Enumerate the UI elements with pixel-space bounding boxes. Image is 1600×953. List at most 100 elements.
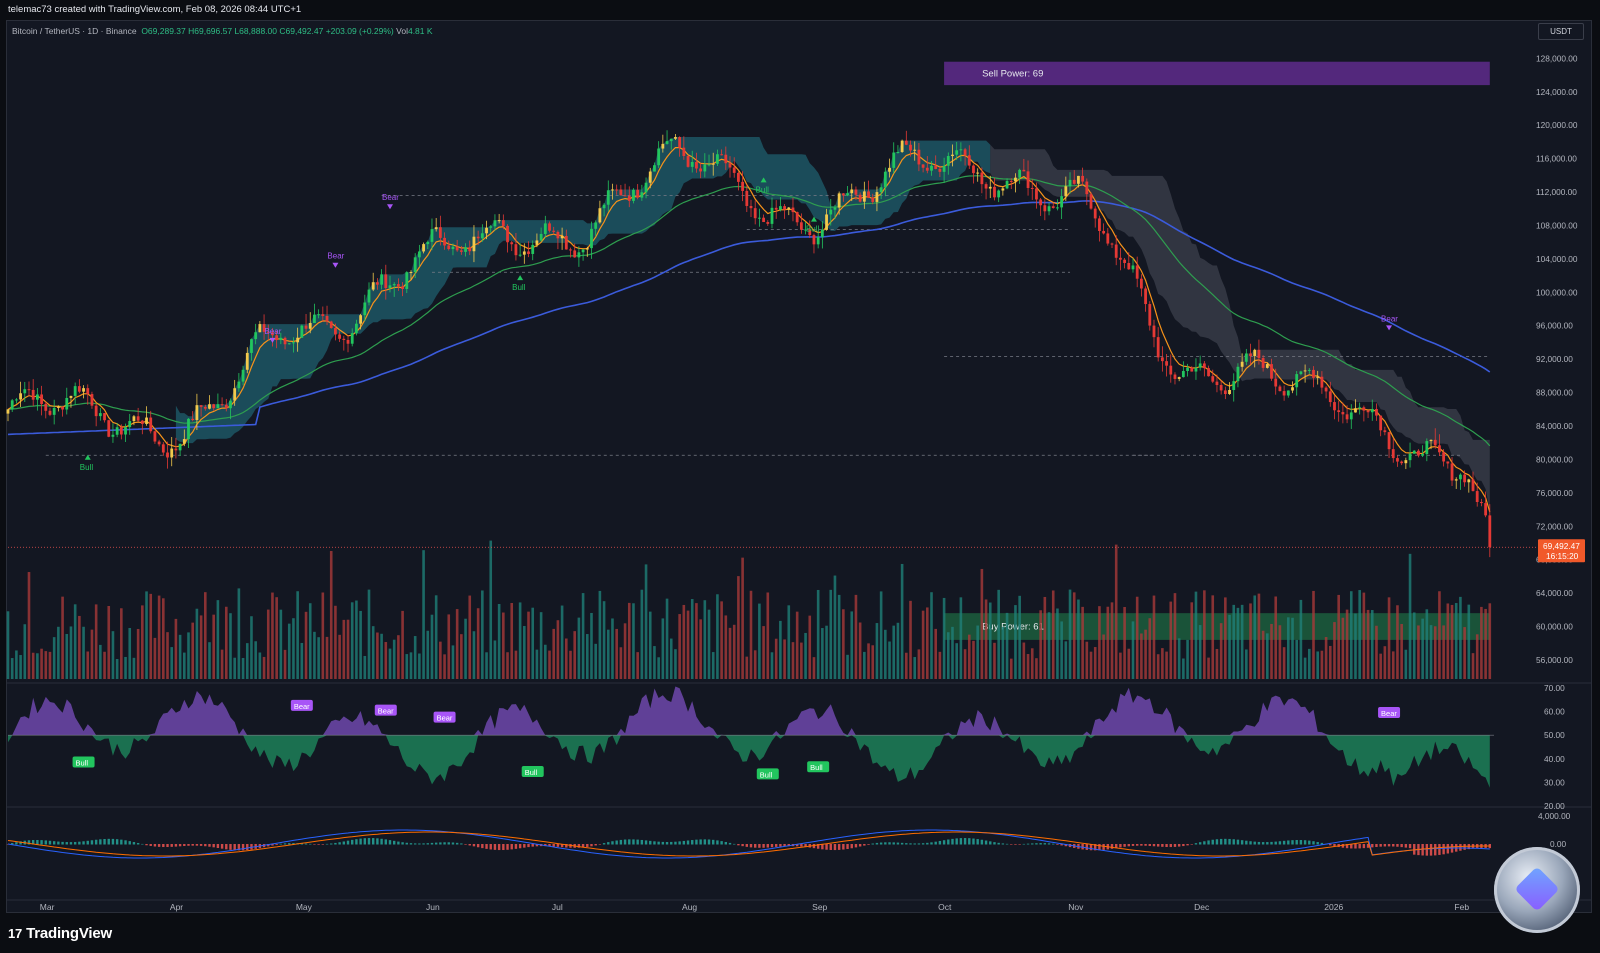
macd-histogram-bar [825,844,828,850]
volume-bar [842,609,845,679]
candle-body [1291,387,1294,391]
volume-bar [527,611,530,679]
macd-histogram-bar [191,844,194,846]
macd-histogram-bar [90,840,94,845]
macd-histogram-bar [628,839,631,845]
volume-bar [926,607,929,679]
volume-bar [271,592,274,679]
volume-bar [434,595,438,679]
macd-histogram-bar [434,842,438,845]
macd-histogram-bar [275,844,278,845]
candle-body [850,189,854,194]
macd-histogram-bar [963,838,967,845]
volume-bar [241,658,245,679]
macd-histogram-bar [657,841,660,845]
volume-bar [564,638,568,679]
macd-histogram-bar [854,844,858,848]
macd-histogram-bar [502,844,505,851]
macd-histogram-bar [779,844,782,847]
oscillator-bear-tag [374,704,397,716]
volume-bar [1349,591,1353,679]
volume-bar [535,649,539,679]
macd-histogram-bar [451,842,455,845]
brand-label: TradingView [26,925,112,942]
oscillator-bear-tag [433,711,456,723]
volume-bar [1119,652,1122,679]
macd-histogram-bar [166,844,169,848]
candle-body [703,164,707,172]
volume-bar [103,651,106,679]
candle-body [140,420,144,424]
bear-divergence-label: Bear [1381,314,1398,323]
macd-histogram-bar [510,844,513,850]
volume-bar [476,608,480,679]
candle-body [86,388,90,395]
macd-histogram-bar [363,838,367,845]
macd-histogram-bar [132,842,136,845]
candle-body [367,289,371,303]
macd-histogram-bar [577,844,581,848]
volume-bar [1018,595,1021,679]
candle-body [791,207,795,213]
time-axis-tick: Mar [40,902,55,912]
macd-histogram-bar [724,841,728,845]
macd-histogram-bar [460,843,463,845]
macd-histogram-bar [712,839,715,845]
macd-histogram-bar [267,844,270,847]
candle-body [841,193,845,196]
candle-body [913,149,917,151]
volume-bar [94,604,98,679]
volume-bar [237,588,241,679]
volume-bar [770,652,774,679]
macd-histogram-bar [359,838,362,845]
candle-body [1349,412,1353,420]
macd-histogram-bar [422,843,425,845]
macd-histogram-bar [1236,839,1240,845]
candle-body [1295,374,1299,388]
macd-histogram-bar [1291,840,1294,845]
volume-bar [1173,593,1177,679]
volume-bar [1417,625,1420,679]
volume-bar [1215,648,1219,679]
currency-selector[interactable]: USDT [1538,23,1584,40]
macd-histogram-bar [1438,844,1441,855]
candle-body [1484,503,1488,516]
candle-body [1022,169,1026,172]
volume-bar [829,589,833,679]
candle-body [430,229,434,242]
candle-body [993,186,996,198]
candle-body [1051,206,1055,209]
volume-bar [195,608,199,679]
candle-body [569,249,572,251]
macd-histogram-bar [288,843,291,845]
oscillator-axis-tick: 60.00 [1544,707,1565,717]
macd-histogram-bar [1215,839,1219,845]
price-axis-tick: 128,000.00 [1536,53,1578,63]
candle-body [606,190,610,205]
volume-bar [1282,647,1286,679]
legend-high: H69,696.57 [188,26,233,36]
coin-core-icon [1514,866,1560,912]
top-strip [0,0,1600,18]
volume-bar [1400,624,1403,679]
candle-body [879,187,883,193]
macd-histogram-bar [1056,844,1059,845]
volume-bar [15,650,18,679]
volume-bar [774,638,778,679]
candle-body [665,141,669,144]
macd-histogram-bar [1446,844,1450,854]
volume-bar [665,598,669,679]
macd-histogram-bar [703,839,707,845]
volume-bar [619,647,623,679]
macd-histogram-bar [317,844,320,845]
candle-body [250,339,253,353]
candle-body [1047,206,1051,212]
candle-body [1127,263,1131,270]
volume-bar [325,636,329,679]
macd-histogram-bar [812,844,816,849]
volume-bar [976,625,979,679]
macd-histogram-bar [783,844,786,847]
candle-body [1072,179,1076,184]
macd-histogram-bar [61,841,64,845]
